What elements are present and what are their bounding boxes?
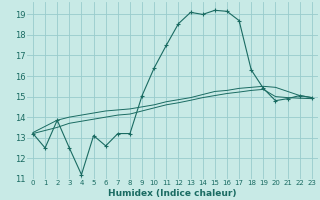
X-axis label: Humidex (Indice chaleur): Humidex (Indice chaleur) [108,189,237,198]
